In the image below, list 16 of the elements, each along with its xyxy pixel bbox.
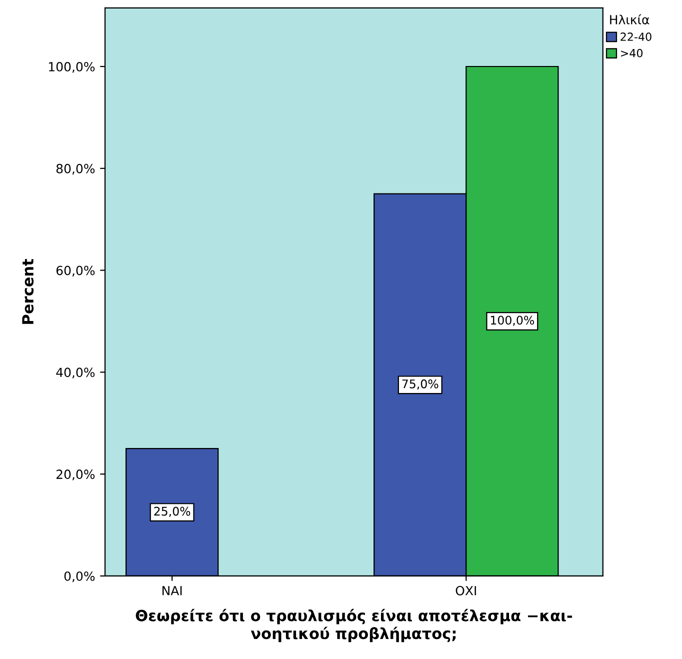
y-axis-title: Percent bbox=[22, 258, 34, 324]
y-tick-label: 0,0% bbox=[64, 571, 95, 582]
legend-label: 22-40 bbox=[620, 32, 652, 41]
data-label: 100,0% bbox=[490, 316, 534, 326]
y-tick-label: 20,0% bbox=[56, 470, 95, 480]
x-tick-label: ΟΧΙ bbox=[456, 586, 476, 596]
x-tick-label: ΝΑΙ bbox=[162, 586, 182, 596]
y-tick-label: 60,0% bbox=[56, 266, 95, 276]
y-tick-label: 80,0% bbox=[56, 164, 95, 175]
x-axis-title: Θεωρείτε ότι ο τραυλισμός είναι αποτέλεσμα −και- νοητικού προβλήματος; bbox=[136, 608, 572, 642]
y-tick-label: 100,0% bbox=[49, 62, 95, 73]
legend-title: Ηλικία bbox=[610, 14, 650, 24]
data-label: 25,0% bbox=[154, 506, 190, 517]
y-tick-label: 40,0% bbox=[56, 368, 95, 378]
legend-label: >40 bbox=[621, 48, 643, 58]
data-label: 75,0% bbox=[402, 379, 438, 390]
